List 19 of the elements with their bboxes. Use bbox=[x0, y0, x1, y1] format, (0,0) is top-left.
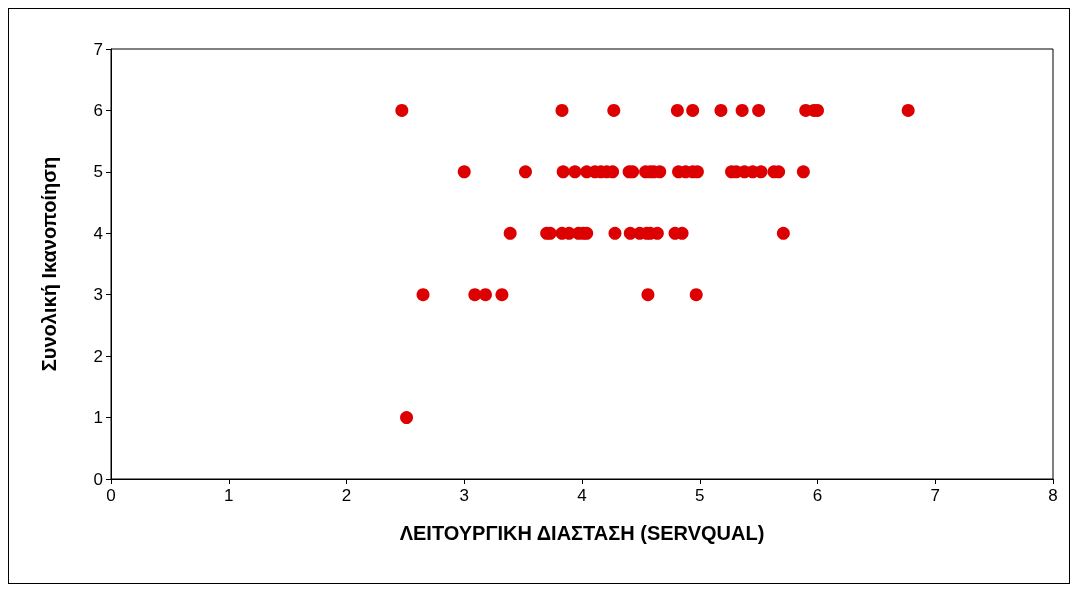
x-axis-title: ΛΕΙΤΟΥΡΓΙΚΗ ΔΙΑΣΤΑΣΗ (SERVQUAL) bbox=[399, 522, 765, 544]
y-tick-label: 3 bbox=[93, 285, 103, 305]
x-tick-label: 7 bbox=[930, 486, 940, 505]
y-tick-label: 1 bbox=[93, 408, 103, 428]
y-axis-title: Συνολική Ικανοποίηση bbox=[38, 156, 60, 372]
x-tick-label: 3 bbox=[459, 486, 469, 505]
y-tick-label: 2 bbox=[93, 346, 103, 366]
x-tick-label: 1 bbox=[224, 486, 234, 505]
y-tick-label: 6 bbox=[93, 100, 103, 120]
x-tick-label: 5 bbox=[695, 486, 705, 505]
x-tick-label: 4 bbox=[577, 486, 587, 505]
y-tick-label: 0 bbox=[93, 469, 103, 489]
x-tick-label: 8 bbox=[1048, 486, 1058, 505]
x-tick-label: 0 bbox=[106, 486, 116, 505]
y-tick-label: 5 bbox=[93, 162, 103, 182]
x-tick-label: 6 bbox=[812, 486, 823, 505]
x-tick-label: 2 bbox=[341, 486, 352, 505]
y-tick-label: 4 bbox=[93, 223, 103, 243]
y-tick-label: 7 bbox=[93, 39, 103, 59]
